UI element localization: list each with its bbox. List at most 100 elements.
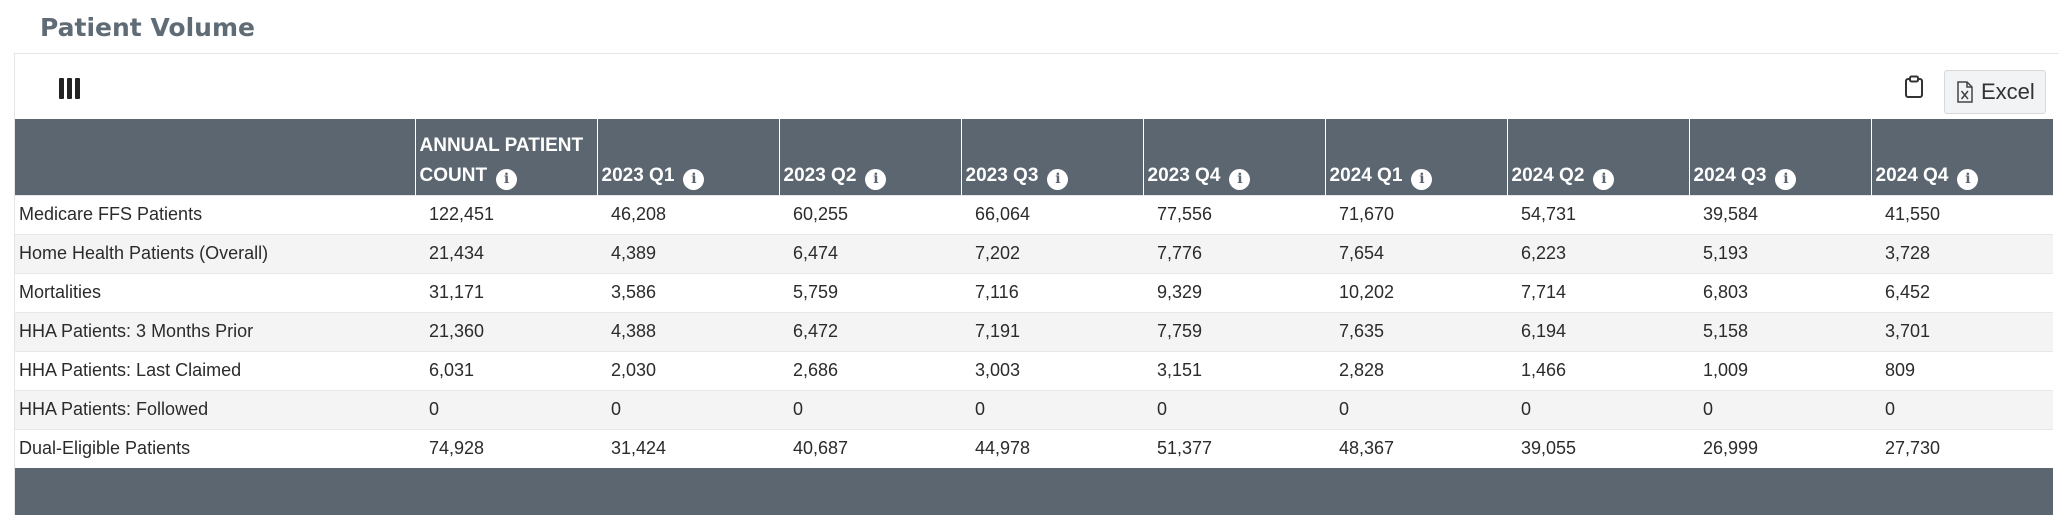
table-cell: 4,388 [597, 311, 779, 351]
table-cell: 3,003 [961, 350, 1143, 390]
table-row: Home Health Patients (Overall) 21,434 4,38… [15, 233, 2053, 273]
column-header-2023-q2[interactable]: 2023 Q2 i [778, 119, 961, 195]
table-cell: 10,202 [1325, 272, 1507, 312]
table-cell: 7,116 [961, 272, 1143, 312]
table-row: HHA Patients: Last Claimed 6,031 2,030 2,68… [15, 350, 2053, 390]
table-cell: 6,031 [415, 350, 597, 390]
table-cell: 6,223 [1507, 233, 1689, 273]
table-body: Medicare FFS Patients 122,451 46,208 60,255… [15, 194, 2053, 468]
row-label: Mortalities [15, 272, 415, 312]
table-cell: 41,550 [1871, 194, 2053, 234]
row-label: HHA Patients: Followed [15, 389, 415, 429]
table-cell: 7,654 [1325, 233, 1507, 273]
table-cell: 7,202 [961, 233, 1143, 273]
column-header-2024-q3[interactable]: 2024 Q3 i [1688, 119, 1871, 195]
table-cell: 2,686 [779, 350, 961, 390]
table-cell: 3,701 [1871, 311, 2053, 351]
info-icon[interactable]: i [1229, 168, 1251, 190]
table-cell: 7,714 [1507, 272, 1689, 312]
table-cell: 46,208 [597, 194, 779, 234]
clipboard-icon [1905, 75, 1923, 98]
column-header-text: 2024 Q3 [1693, 164, 1767, 186]
table-row: HHA Patients: 3 Months Prior 21,360 4,388 6… [15, 311, 2053, 351]
table-cell: 54,731 [1507, 194, 1689, 234]
column-header-annual-patient-count[interactable]: ANNUAL PATIENT COUNT i [414, 119, 597, 195]
info-icon[interactable]: i [683, 168, 705, 190]
table-cell: 77,556 [1143, 194, 1325, 234]
table-cell: 3,586 [597, 272, 779, 312]
row-label: Dual-Eligible Patients [15, 428, 415, 468]
table-cell: 3,728 [1871, 233, 2053, 273]
export-excel-button[interactable]: Excel [1944, 70, 2046, 114]
table-cell: 48,367 [1325, 428, 1507, 468]
table-cell: 122,451 [415, 194, 597, 234]
table-cell: 21,434 [415, 233, 597, 273]
table-cell: 7,635 [1325, 311, 1507, 351]
table-cell: 6,474 [779, 233, 961, 273]
info-icon[interactable]: i [1047, 168, 1069, 190]
table-footer [15, 467, 2053, 515]
columns-icon [59, 78, 64, 99]
column-header-2024-q1[interactable]: 2024 Q1 i [1324, 119, 1507, 195]
table-cell: 60,255 [779, 194, 961, 234]
column-header-2024-q2[interactable]: 2024 Q2 i [1506, 119, 1689, 195]
excel-button-label: Excel [1981, 79, 2035, 104]
table-cell: 0 [1143, 389, 1325, 429]
column-header-2023-q1[interactable]: 2023 Q1 i [596, 119, 779, 195]
table-cell: 7,191 [961, 311, 1143, 351]
table-cell: 6,472 [779, 311, 961, 351]
table-cell: 74,928 [415, 428, 597, 468]
table-cell: 6,803 [1689, 272, 1871, 312]
info-icon[interactable]: i [496, 168, 518, 190]
column-header-text: 2024 Q1 [1329, 164, 1403, 186]
copy-to-clipboard-button[interactable] [1896, 69, 1932, 105]
columns-toggle-button[interactable] [59, 78, 83, 102]
page-title: Patient Volume [40, 13, 255, 42]
table-cell: 7,776 [1143, 233, 1325, 273]
columns-icon-bar [67, 78, 72, 99]
row-label: Medicare FFS Patients [15, 194, 415, 234]
info-icon[interactable]: i [1775, 168, 1797, 190]
table-cell: 6,194 [1507, 311, 1689, 351]
info-icon[interactable]: i [865, 168, 887, 190]
table-row: Mortalities 31,171 3,586 5,759 7,116 9,329 10,… [15, 272, 2053, 312]
patient-volume-table: ANNUAL PATIENT COUNT i 2023 Q1 i 2023 Q2 i … [15, 119, 2053, 515]
table-cell: 1,466 [1507, 350, 1689, 390]
table-header-row: ANNUAL PATIENT COUNT i 2023 Q1 i 2023 Q2 i … [15, 119, 2053, 195]
table-toolbar: Excel [15, 54, 2059, 119]
table-cell: 5,158 [1689, 311, 1871, 351]
column-header-text: 2024 Q2 [1511, 164, 1585, 186]
table-cell: 0 [1507, 389, 1689, 429]
excel-file-icon [1957, 81, 1973, 103]
table-cell: 2,030 [597, 350, 779, 390]
info-icon[interactable]: i [1593, 168, 1615, 190]
column-header-label [15, 119, 415, 195]
table-cell: 1,009 [1689, 350, 1871, 390]
column-header-2023-q3[interactable]: 2023 Q3 i [960, 119, 1143, 195]
column-header-2024-q4[interactable]: 2024 Q4 i [1870, 119, 2053, 195]
table-cell: 9,329 [1143, 272, 1325, 312]
column-header-text: 2023 Q3 [965, 164, 1039, 186]
column-header-text: ANNUAL PATIENT COUNT [419, 134, 584, 186]
column-header-2023-q4[interactable]: 2023 Q4 i [1142, 119, 1325, 195]
table-row: Medicare FFS Patients 122,451 46,208 60,255… [15, 194, 2053, 234]
table-cell: 0 [779, 389, 961, 429]
table-cell: 51,377 [1143, 428, 1325, 468]
info-icon[interactable]: i [1957, 168, 1979, 190]
table-cell: 71,670 [1325, 194, 1507, 234]
table-cell: 5,759 [779, 272, 961, 312]
table-cell: 4,389 [597, 233, 779, 273]
table-cell: 27,730 [1871, 428, 2053, 468]
table-footer-row [15, 467, 2053, 515]
info-icon[interactable]: i [1411, 168, 1433, 190]
column-header-text: 2023 Q2 [783, 164, 857, 186]
row-label: HHA Patients: Last Claimed [15, 350, 415, 390]
row-label: HHA Patients: 3 Months Prior [15, 311, 415, 351]
column-header-text: 2023 Q4 [1147, 164, 1221, 186]
patient-volume-panel: Excel ANNUAL PATIENT COUNT i 2023 Q1 i 202… [14, 53, 2059, 515]
table-row: HHA Patients: Followed 0 0 0 0 0 0 0 0 0 [15, 389, 2053, 429]
column-header-text: 2023 Q1 [601, 164, 675, 186]
table-row: Dual-Eligible Patients 74,928 31,424 40,687… [15, 428, 2053, 468]
table-cell: 6,452 [1871, 272, 2053, 312]
table-cell: 0 [415, 389, 597, 429]
